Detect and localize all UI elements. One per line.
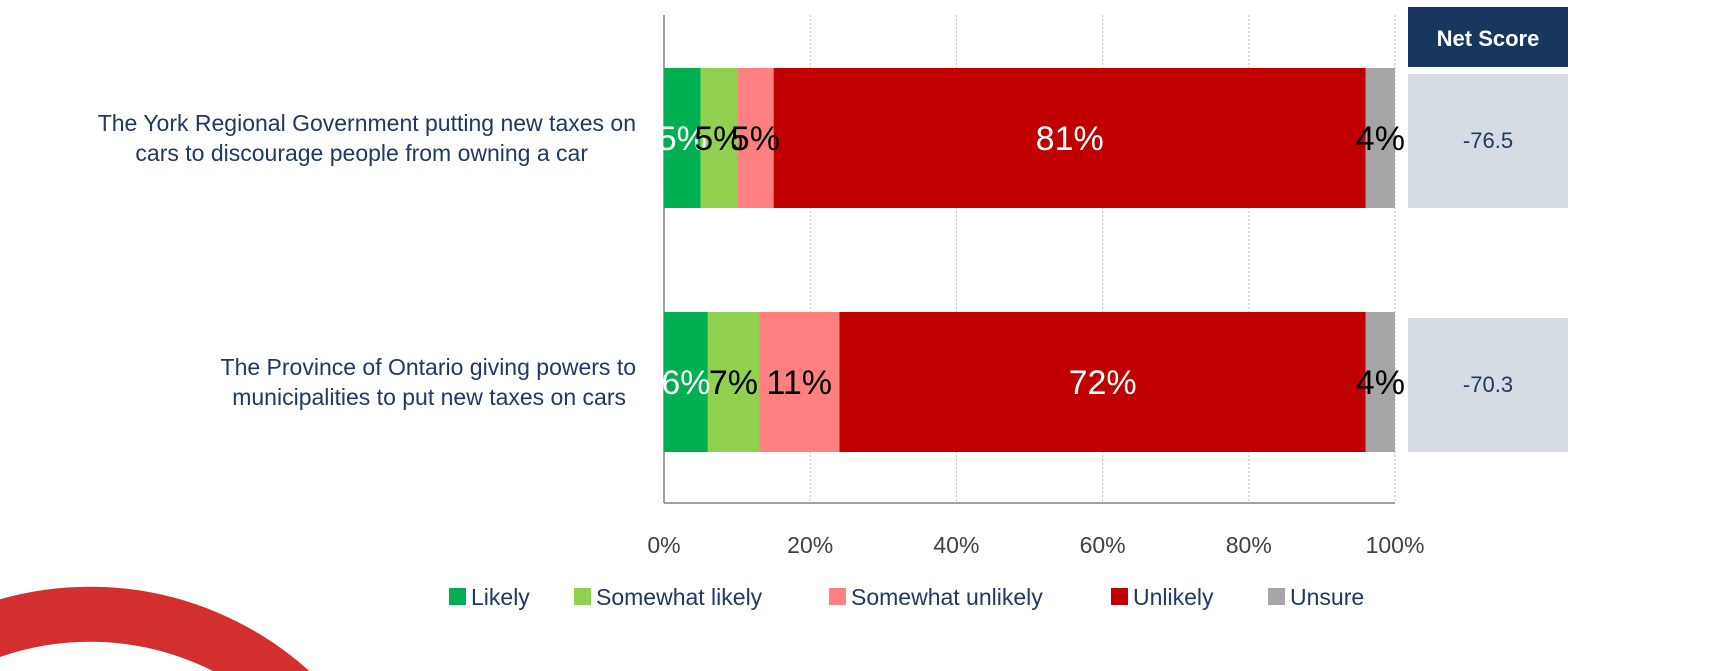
legend-swatch <box>574 588 591 605</box>
decorative-arc <box>0 586 310 671</box>
bar-segment <box>737 68 774 208</box>
data-label: 5% <box>658 120 707 158</box>
bar-segment <box>759 312 840 452</box>
legend-swatch <box>449 588 466 605</box>
net-score-cell <box>1408 74 1568 208</box>
net-score-cell <box>1408 318 1568 452</box>
bar-segment <box>700 68 738 208</box>
x-tick-label: 100% <box>1366 532 1425 558</box>
legend-label: Somewhat unlikely <box>851 584 1043 610</box>
net-score-value: -70.3 <box>1463 372 1513 397</box>
legend-label: Likely <box>471 584 530 610</box>
category-label: The Province of Ontario giving powers to <box>221 354 636 380</box>
category-label: cars to discourage people from owning a … <box>135 140 588 166</box>
data-label: 4% <box>1356 364 1405 402</box>
bar-segment <box>664 68 701 208</box>
x-tick-label: 80% <box>1226 532 1272 558</box>
legend-label: Unsure <box>1290 584 1364 610</box>
bar-segment <box>1365 312 1395 452</box>
category-label: The York Regional Government putting new… <box>98 110 636 136</box>
legend-swatch <box>1268 588 1285 605</box>
data-label: 4% <box>1356 120 1405 158</box>
bar-segment <box>1365 68 1395 208</box>
net-score-value: -76.5 <box>1463 128 1513 153</box>
net-score-header: Net Score <box>1437 26 1540 51</box>
x-tick-label: 0% <box>647 532 680 558</box>
bar-segment <box>707 312 760 452</box>
data-label: 7% <box>709 364 758 402</box>
category-label: municipalities to put new taxes on cars <box>232 384 626 410</box>
x-tick-label: 40% <box>933 532 979 558</box>
x-tick-label: 60% <box>1080 532 1126 558</box>
data-label: 81% <box>1036 120 1104 158</box>
data-label: 5% <box>694 120 743 158</box>
legend-label: Unlikely <box>1133 584 1214 610</box>
x-tick-label: 20% <box>787 532 833 558</box>
data-label: 6% <box>661 364 710 402</box>
legend-swatch <box>1111 588 1128 605</box>
data-label: 5% <box>731 120 780 158</box>
bar-segment <box>839 312 1366 452</box>
data-label: 72% <box>1069 364 1137 402</box>
net-score-header-bg <box>1408 7 1568 67</box>
legend-label: Somewhat likely <box>596 584 763 610</box>
bar-segment <box>773 68 1366 208</box>
legend-swatch <box>829 588 846 605</box>
data-label: 11% <box>766 364 832 402</box>
bar-segment <box>664 312 708 452</box>
